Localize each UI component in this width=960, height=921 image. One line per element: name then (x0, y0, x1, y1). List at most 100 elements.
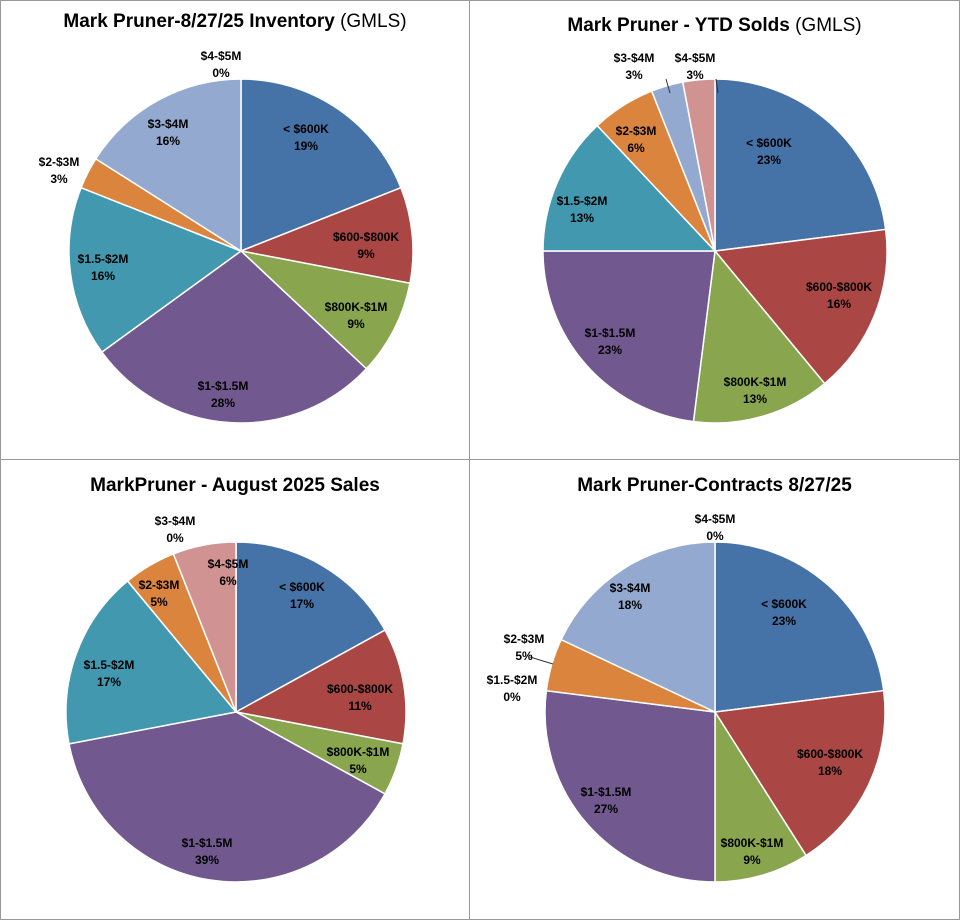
slice-4-category-label: $1-$1.5M (581, 785, 632, 799)
chart-title: Mark Pruner-Contracts 8/27/25 (470, 475, 959, 497)
slice-2-category-label: $600-$800K (333, 230, 399, 244)
pie-chart: < $600K 23% $600-$800K 16% $800K-$1M 13% $1-$1… (542, 51, 888, 424)
slice-8-percent-label: 0% (706, 529, 724, 543)
slice-3-percent-label: 5% (349, 762, 367, 776)
slice-3-percent-label: 9% (743, 853, 761, 867)
slice-8-percent-label: 6% (219, 574, 237, 588)
slice-5-category-label: $1.5-$2M (78, 252, 129, 266)
slice-4-percent-label: 27% (594, 802, 618, 816)
slice-6-percent-label: 5% (150, 595, 168, 609)
pie-slice-4 (100, 250, 368, 424)
pie-slice-3 (692, 249, 826, 424)
pie-slice-1 (714, 541, 885, 713)
pie-chart: < $600K 19% $600-$800K 9% $800K-$1M 9% $1-$1.5… (39, 49, 414, 424)
slice-3-category-label: $800K-$1M (724, 375, 787, 389)
chart-title-text: Mark Pruner-8/27/25 Inventory (63, 11, 335, 32)
slice-2-category-label: $600-$800K (797, 747, 863, 761)
slice-1-percent-label: 17% (290, 597, 314, 611)
pie-slice-5 (65, 579, 238, 745)
chart-title: MarkPruner - August 2025 Sales (1, 475, 469, 497)
slice-8-percent-label: 0% (212, 66, 230, 80)
slice-5-category-label: $1.5-$2M (557, 194, 608, 208)
slice-7-category-label: $3-$4M (614, 51, 655, 65)
chart-title-text: Mark Pruner - YTD Solds (567, 15, 790, 36)
slice-7-category-label: $3-$4M (610, 581, 651, 595)
chart-panel-august-sales: MarkPruner - August 2025 Sales < $600K 17… (0, 459, 470, 920)
pie-slice-8 (681, 78, 716, 252)
slice-7-percent-label: 16% (156, 134, 180, 148)
slice-6-percent-label: 3% (50, 172, 68, 186)
slice-3-category-label: $800K-$1M (325, 300, 388, 314)
slice-2-percent-label: 18% (818, 764, 842, 778)
slice-4-percent-label: 28% (211, 396, 235, 410)
leader-line (715, 78, 719, 94)
pie-slice-7 (94, 78, 242, 253)
pie-slice-4 (68, 711, 386, 883)
pie-chart: < $600K 17% $600-$800K 11% $800K-$1M 5% $1-$1.… (65, 514, 407, 883)
slice-7-percent-label: 18% (618, 598, 642, 612)
chart-title: Mark Pruner-8/27/25 Inventory (GMLS) (1, 11, 469, 33)
slice-8-category-label: $4-$5M (675, 51, 716, 65)
pie-slice-4 (544, 689, 716, 883)
slice-1-percent-label: 19% (294, 139, 318, 153)
pie-slice-2 (233, 629, 407, 745)
slice-8-percent-label: 3% (686, 68, 704, 82)
slice-5-percent-label: 13% (570, 211, 594, 225)
slice-7-percent-label: 0% (166, 531, 184, 545)
slice-7-percent-label: 3% (625, 68, 643, 82)
pie-slice-3 (714, 709, 808, 883)
pie-slice-5 (68, 186, 243, 354)
slice-6-category-label: $2-$3M (504, 632, 545, 646)
slice-3-percent-label: 13% (743, 392, 767, 406)
slice-4-category-label: $1-$1.5M (182, 836, 233, 850)
slice-8-category-label: $4-$5M (208, 557, 249, 571)
slice-6-category-label: $2-$3M (616, 124, 657, 138)
pie-slice-8 (172, 541, 237, 713)
slice-6-category-label: $2-$3M (39, 155, 80, 169)
slice-6-percent-label: 6% (627, 141, 645, 155)
slice-3-category-label: $800K-$1M (327, 745, 390, 759)
chart-panel-inventory: Mark Pruner-8/27/25 Inventory (GMLS) < $… (0, 0, 470, 460)
slice-6-percent-label: 5% (515, 649, 533, 663)
pie-slice-2 (713, 228, 888, 385)
slice-1-category-label: < $600K (761, 597, 807, 611)
slice-5-percent-label: 0% (503, 690, 521, 704)
slice-8-category-label: $4-$5M (201, 49, 242, 63)
chart-panel-contracts: Mark Pruner-Contracts 8/27/25 < $600K 23%… (469, 459, 960, 920)
chart-title-text: MarkPruner - August 2025 Sales (90, 475, 380, 496)
pie-slice-7 (560, 541, 716, 714)
pie-chart: < $600K 23% $600-$800K 18% $800K-$1M 9% $1-$1.… (487, 512, 886, 883)
slice-2-percent-label: 16% (827, 297, 851, 311)
pie-slice-1 (235, 541, 386, 714)
slice-4-percent-label: 39% (195, 853, 219, 867)
slice-5-category-label: $1.5-$2M (487, 673, 538, 687)
slice-1-percent-label: 23% (772, 614, 796, 628)
slice-4-category-label: $1-$1.5M (198, 379, 249, 393)
slice-4-category-label: $1-$1.5M (585, 326, 636, 340)
slice-7-category-label: $3-$4M (148, 117, 189, 131)
slice-5-percent-label: 17% (97, 675, 121, 689)
leader-line (665, 78, 671, 94)
pie-slice-1 (714, 78, 887, 252)
pie-slice-3 (238, 249, 411, 370)
chart-panel-ytd-solds: Mark Pruner - YTD Solds (GMLS) < $600K 23… (469, 0, 960, 460)
slice-2-category-label: $600-$800K (327, 682, 393, 696)
slice-1-category-label: < $600K (279, 580, 325, 594)
slice-2-category-label: $600-$800K (806, 280, 872, 294)
slice-1-category-label: < $600K (283, 122, 329, 136)
chart-title: Mark Pruner - YTD Solds (GMLS) (470, 15, 959, 37)
slice-6-category-label: $2-$3M (139, 578, 180, 592)
pie-slice-1 (240, 78, 402, 253)
slice-3-category-label: $800K-$1M (721, 836, 784, 850)
pie-slice-5 (542, 124, 717, 252)
chart-title-suffix: (GMLS) (795, 15, 862, 36)
slice-8-category-label: $4-$5M (695, 512, 736, 526)
slice-7-category-label: $3-$4M (155, 514, 196, 528)
slice-4-percent-label: 23% (598, 343, 622, 357)
slice-1-category-label: < $600K (746, 136, 792, 150)
pie-slice-2 (238, 186, 414, 285)
slice-5-percent-label: 16% (91, 269, 115, 283)
pie-slice-2 (713, 689, 886, 857)
slice-5-category-label: $1.5-$2M (84, 658, 135, 672)
slice-2-percent-label: 11% (348, 699, 372, 713)
